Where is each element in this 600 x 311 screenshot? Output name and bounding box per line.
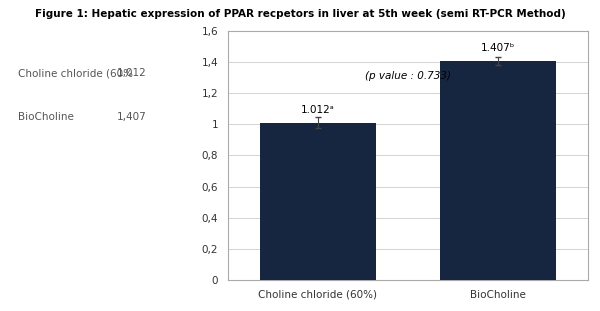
Text: 1.012ᵃ: 1.012ᵃ: [301, 105, 335, 115]
Text: BioCholine: BioCholine: [18, 112, 74, 122]
Bar: [440, 61, 556, 280]
Text: 1,012: 1,012: [117, 68, 147, 78]
Bar: [260, 123, 376, 280]
Text: Figure 1: Hepatic expression of PPAR recpetors in liver at 5th week (semi RT-PCR: Figure 1: Hepatic expression of PPAR rec…: [35, 9, 565, 19]
Text: Choline chloride (60%: Choline chloride (60%: [18, 68, 133, 78]
Text: (p value : 0.733): (p value : 0.733): [365, 71, 451, 81]
Text: 1.407ᵇ: 1.407ᵇ: [481, 43, 515, 53]
Text: 1,407: 1,407: [117, 112, 147, 122]
